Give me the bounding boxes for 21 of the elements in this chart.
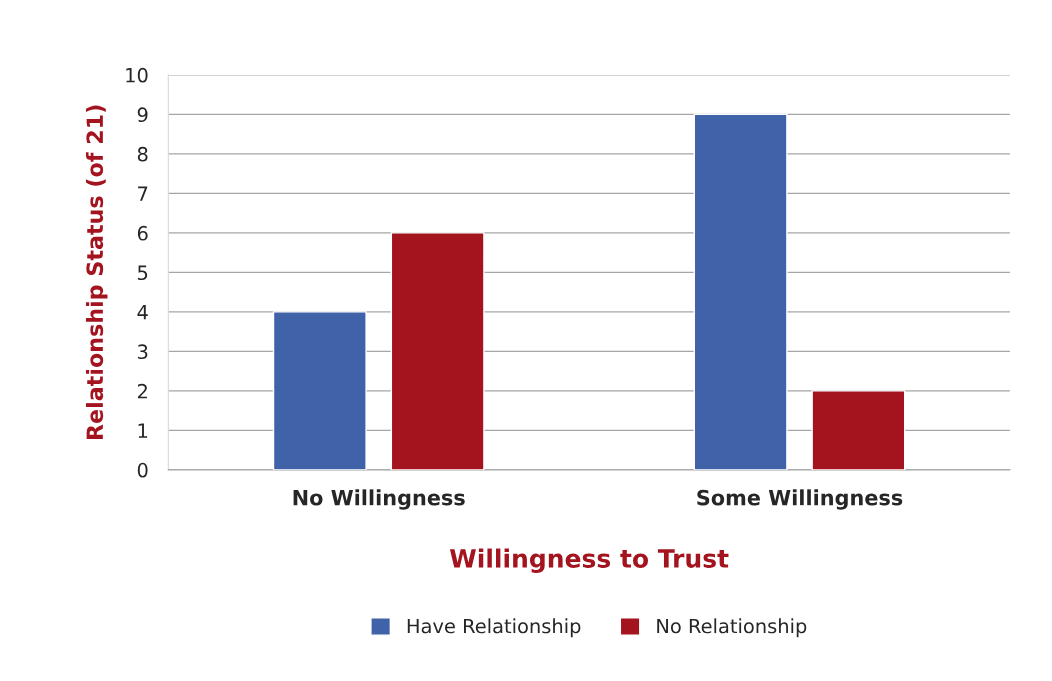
- legend-label: No Relationship: [657, 618, 807, 638]
- y-tick-label: 7: [138, 186, 148, 201]
- x-tick-label: No Willingness: [293, 489, 465, 510]
- y-tick-label: 2: [137, 383, 147, 399]
- y-tick-label: 4: [137, 305, 148, 320]
- bar: [811, 390, 906, 470]
- bar: [390, 232, 485, 470]
- bar: [693, 113, 788, 470]
- y-axis-title: Relationship Status (of 21): [85, 105, 108, 440]
- y-tick-label: 5: [138, 265, 148, 281]
- y-tick-label: 10: [126, 67, 148, 83]
- x-tick-label: Some Willingness: [697, 489, 903, 510]
- y-tick-label: 8: [137, 146, 148, 162]
- x-axis-title: Willingness to Trust: [449, 548, 729, 573]
- bar: [272, 311, 367, 470]
- legend-label: Have Relationship: [407, 618, 581, 638]
- y-tick-label: 9: [137, 107, 148, 123]
- y-tick-label: 0: [137, 462, 148, 478]
- y-tick-label: 3: [137, 344, 148, 360]
- y-tick-label: 6: [137, 225, 148, 241]
- y-tick-label: 1: [138, 423, 148, 438]
